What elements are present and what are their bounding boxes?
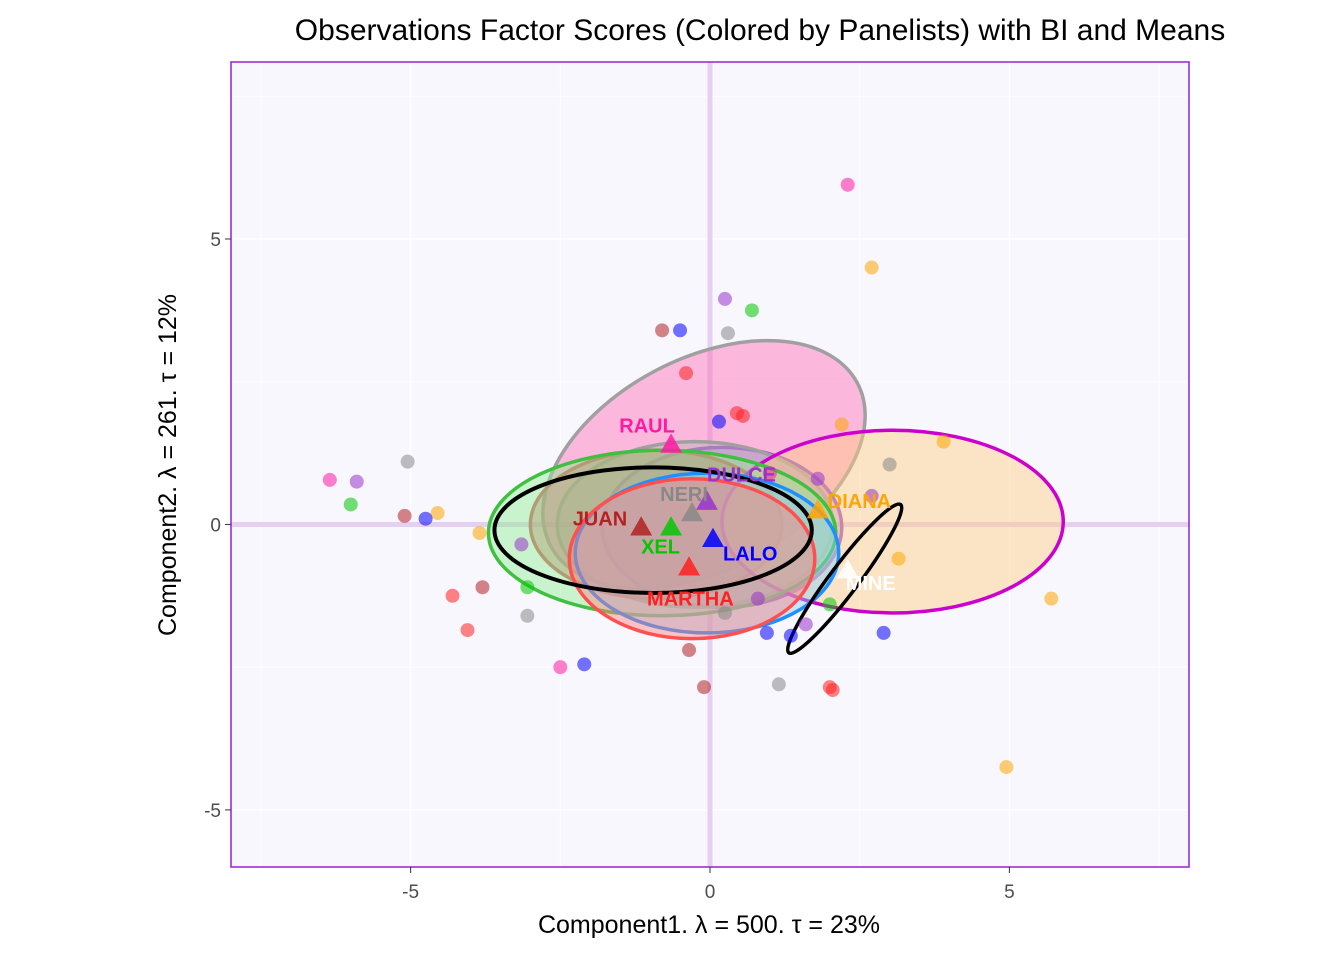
point-lalo [711, 414, 726, 429]
point-dulce [514, 537, 529, 552]
point-martha [729, 406, 744, 421]
point-raul [322, 472, 337, 487]
point-martha [460, 623, 475, 638]
overall-ellipse [492, 465, 814, 595]
point-xel [822, 597, 837, 612]
point-diana [472, 526, 487, 541]
mean-marker-lalo [701, 527, 724, 547]
point-xel [520, 580, 535, 595]
point-diana [999, 760, 1014, 775]
ellipse-diana [720, 428, 1066, 615]
point-xel [744, 303, 759, 318]
point-raul [840, 177, 855, 192]
point-diana [864, 260, 879, 275]
mean-label-xel: XEL [641, 536, 680, 558]
point-diana [1044, 591, 1059, 606]
point-juan [697, 680, 712, 695]
y-tick-label: 0 [210, 515, 221, 536]
point-xel [343, 497, 358, 512]
point-martha [679, 366, 694, 381]
point-raul [553, 660, 568, 675]
point-dulce [750, 591, 765, 606]
origin-lines [231, 62, 1189, 867]
mean-marker-martha [678, 556, 701, 576]
mean-label-dulce: DULCE [707, 465, 776, 487]
mean-label-raul: RAUL [619, 416, 675, 438]
mean-label-lalo: LALO [723, 544, 777, 566]
x-axis-label: Component1. λ = 500. τ = 23% [538, 911, 880, 939]
x-tick-label: 5 [1004, 882, 1015, 903]
mean-label-juan: JUAN [573, 508, 627, 530]
x-tick-label: 0 [705, 882, 716, 903]
point-neri [882, 457, 897, 472]
point-neri [717, 605, 732, 620]
axis-ticks: -5 0 5 -5 0 5 [204, 230, 1015, 903]
point-martha [825, 683, 840, 698]
observation-points [322, 177, 1059, 775]
point-juan [682, 643, 697, 658]
point-lalo [876, 625, 891, 640]
mean-label-diana: DIANA [828, 491, 891, 513]
mean-marker-neri [681, 502, 704, 522]
point-lalo [759, 625, 774, 640]
y-tick-label: 5 [210, 230, 221, 251]
point-lalo [577, 657, 592, 672]
x-tick-label: -5 [402, 882, 419, 903]
mean-marker-diana [806, 499, 829, 519]
point-juan [475, 580, 490, 595]
point-lalo [673, 323, 688, 338]
point-neri [400, 454, 415, 469]
point-martha [445, 588, 460, 603]
point-juan [655, 323, 670, 338]
point-diana [891, 551, 906, 566]
point-diana [430, 506, 445, 521]
chart-title: Observations Factor Scores (Colored by P… [295, 14, 1225, 47]
point-dulce [798, 617, 813, 632]
point-diana [834, 417, 849, 432]
mean-label-mine: MINE [846, 573, 896, 595]
mean-label-neri: NERI [660, 484, 708, 506]
mean-marker-raul [660, 433, 683, 453]
ellipse-raul [541, 338, 867, 591]
point-lalo [418, 511, 433, 526]
mean-label-martha: MARTHA [647, 588, 734, 610]
point-dulce [717, 291, 732, 306]
ellipse-mine [785, 502, 904, 656]
point-dulce [349, 474, 364, 489]
point-diana [936, 434, 951, 449]
point-dulce [864, 488, 879, 503]
point-juan [397, 508, 412, 523]
point-neri [520, 608, 535, 623]
y-axis-label: Component2. λ = 261. τ = 12% [154, 294, 182, 636]
point-raul [762, 466, 777, 481]
mean-marker-xel [660, 516, 683, 536]
mean-marker-mine [836, 559, 859, 579]
y-tick-label: -5 [204, 801, 221, 822]
mean-marker-juan [630, 516, 653, 536]
overall-ellipse-shape [492, 465, 814, 595]
point-dulce [810, 471, 825, 486]
point-neri [720, 326, 735, 341]
point-neri [771, 677, 786, 692]
point-lalo [783, 628, 798, 643]
mean-marker-dulce [696, 490, 719, 510]
